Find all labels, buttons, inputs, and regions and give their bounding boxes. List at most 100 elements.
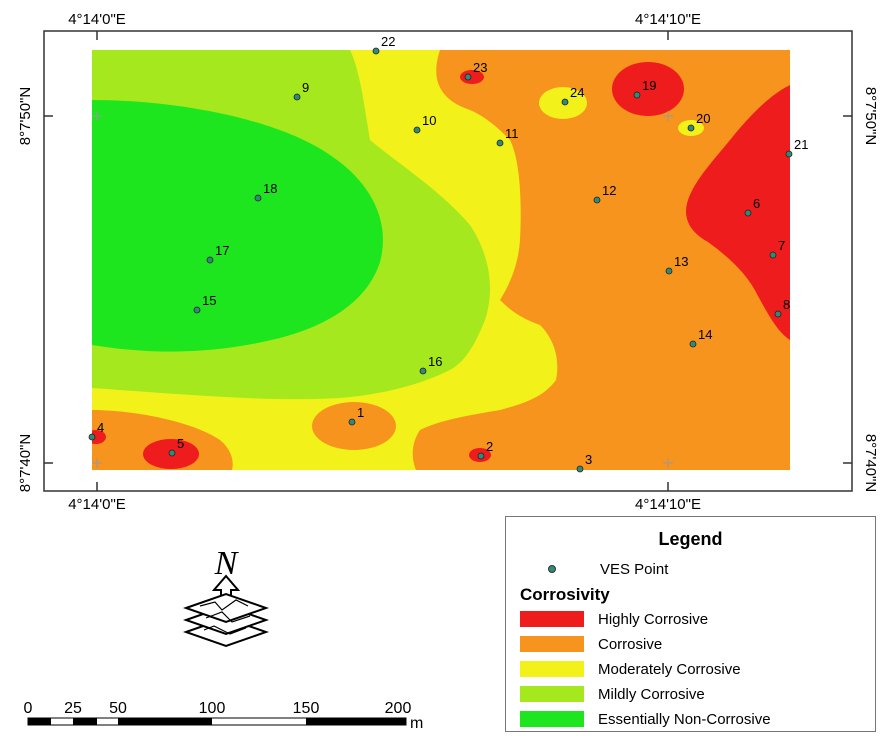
ves-point-9: 9 xyxy=(293,80,309,101)
ves-point-label: 21 xyxy=(794,137,808,152)
ves-point-19: 19 xyxy=(633,78,656,99)
ves-point-label: 3 xyxy=(585,452,592,467)
zone-corrosive-dot-524 xyxy=(521,96,527,108)
ves-point-label: 22 xyxy=(381,34,395,49)
zone-highly-corrosive-east xyxy=(686,85,790,340)
coord-label-left-bottom: 8°7'40"N xyxy=(17,434,34,492)
ves-point-6: 6 xyxy=(744,196,760,217)
ves-point-marker xyxy=(88,433,96,441)
ves-point-15: 15 xyxy=(193,293,216,314)
ves-point-20: 20 xyxy=(687,111,710,132)
swatch-essentially-non-corrosive xyxy=(520,711,584,727)
graticule-ticks xyxy=(92,111,673,468)
ves-point-12: 12 xyxy=(593,183,616,204)
scale-label-150: 150 xyxy=(293,700,320,717)
coord-label-left-top: 8°7'50"N xyxy=(17,87,34,145)
ves-point-label: 8 xyxy=(783,297,790,312)
ves-point-label: 23 xyxy=(473,60,487,75)
ves-point-label: 5 xyxy=(177,436,184,451)
legend-label-highly-corrosive: Highly Corrosive xyxy=(598,610,709,628)
ves-point-5: 5 xyxy=(168,436,184,457)
zone-corrosive-1 xyxy=(312,402,396,450)
ves-point-marker xyxy=(419,367,427,375)
ves-point-marker xyxy=(769,251,777,259)
ves-point-marker xyxy=(774,310,782,318)
zone-highly-corrosive-23 xyxy=(460,70,484,84)
ves-point-marker xyxy=(193,306,201,314)
ves-point-3: 3 xyxy=(576,452,592,473)
ves-point-marker xyxy=(687,124,695,132)
ves-point-label: 12 xyxy=(602,183,616,198)
ves-point-label: 13 xyxy=(674,254,688,269)
legend-ves-label: VES Point xyxy=(600,560,669,578)
ves-point-label: 2 xyxy=(486,439,493,454)
ves-point-2: 2 xyxy=(477,439,493,460)
coord-label-bottom-right: 4°14'10"E xyxy=(635,496,701,513)
ves-point-label: 1 xyxy=(357,405,364,420)
scale-label-200: 200 xyxy=(385,700,412,717)
ves-point-marker xyxy=(348,418,356,426)
swatch-corrosive xyxy=(520,636,584,652)
zone-highly-corrosive-4 xyxy=(92,430,106,444)
ves-point-label: 18 xyxy=(263,181,277,196)
ves-point-marker xyxy=(689,340,697,348)
ves-point-label: 4 xyxy=(97,420,104,435)
scale-bar: 0 25 50 100 150 200 m xyxy=(24,700,424,732)
swatch-highly-corrosive xyxy=(520,611,584,627)
ves-point-17: 17 xyxy=(206,243,229,264)
ves-point-label: 11 xyxy=(505,126,519,141)
ves-point-marker xyxy=(206,256,214,264)
ves-point-marker xyxy=(633,91,641,99)
ves-point-marker xyxy=(744,209,752,217)
ves-point-label: 10 xyxy=(422,113,436,128)
ves-point-label: 9 xyxy=(302,80,309,95)
ves-point-16: 16 xyxy=(419,354,442,375)
ves-point-label: 14 xyxy=(698,327,712,342)
scale-label-25: 25 xyxy=(64,700,82,717)
ves-point-23: 23 xyxy=(464,60,487,81)
ves-point-marker xyxy=(665,267,673,275)
north-arrow-icon: N xyxy=(182,545,270,648)
frame-ticks xyxy=(44,31,852,491)
swatch-moderately-corrosive xyxy=(520,661,584,677)
ves-point-label: 7 xyxy=(778,238,785,253)
legend-row-highly-corrosive: Highly Corrosive xyxy=(520,609,708,629)
ves-point-marker xyxy=(464,73,472,81)
ves-point-18: 18 xyxy=(254,181,277,202)
legend-ves-row: VES Point xyxy=(520,559,668,579)
coord-label-right-bottom: 8°7'40"N xyxy=(862,434,879,492)
ves-point-marker xyxy=(576,465,584,473)
ves-point-label: 16 xyxy=(428,354,442,369)
legend-label-essentially-non-corrosive: Essentially Non-Corrosive xyxy=(598,710,771,728)
scale-label-50: 50 xyxy=(109,700,127,717)
legend-row-essentially-non-corrosive: Essentially Non-Corrosive xyxy=(520,709,771,729)
legend-corrosivity-title: Corrosivity xyxy=(520,585,610,604)
ves-point-marker xyxy=(413,126,421,134)
zone-essentially-non-corrosive xyxy=(92,100,383,352)
scale-unit: m xyxy=(410,715,423,732)
ves-point-label: 20 xyxy=(696,111,710,126)
legend-row-corrosive: Corrosive xyxy=(520,634,662,654)
coord-label-bottom-left: 4°14'0"E xyxy=(68,496,126,513)
ves-point-4: 4 xyxy=(88,420,104,441)
coord-label-top-left: 4°14'0"E xyxy=(68,11,126,28)
ves-point-label: 24 xyxy=(570,85,584,100)
ves-point-marker xyxy=(593,196,601,204)
ves-point-label: 17 xyxy=(215,243,229,258)
ves-point-1: 1 xyxy=(348,405,364,426)
ves-point-24: 24 xyxy=(561,85,584,106)
legend-label-corrosive: Corrosive xyxy=(598,635,663,653)
ves-point-marker xyxy=(477,452,485,460)
ves-point-label: 6 xyxy=(753,196,760,211)
ves-point-marker xyxy=(254,194,262,202)
ves-point-label: 15 xyxy=(202,293,216,308)
legend-label-moderately-corrosive: Moderately Corrosive xyxy=(598,660,741,678)
legend-row-mildly-corrosive: Mildly Corrosive xyxy=(520,684,705,704)
ves-point-13: 13 xyxy=(665,254,688,275)
ves-point-icon xyxy=(548,565,556,573)
scale-label-0: 0 xyxy=(24,700,33,717)
zone-highly-corrosive-19 xyxy=(612,62,684,116)
coord-label-top-right: 4°14'10"E xyxy=(635,11,701,28)
